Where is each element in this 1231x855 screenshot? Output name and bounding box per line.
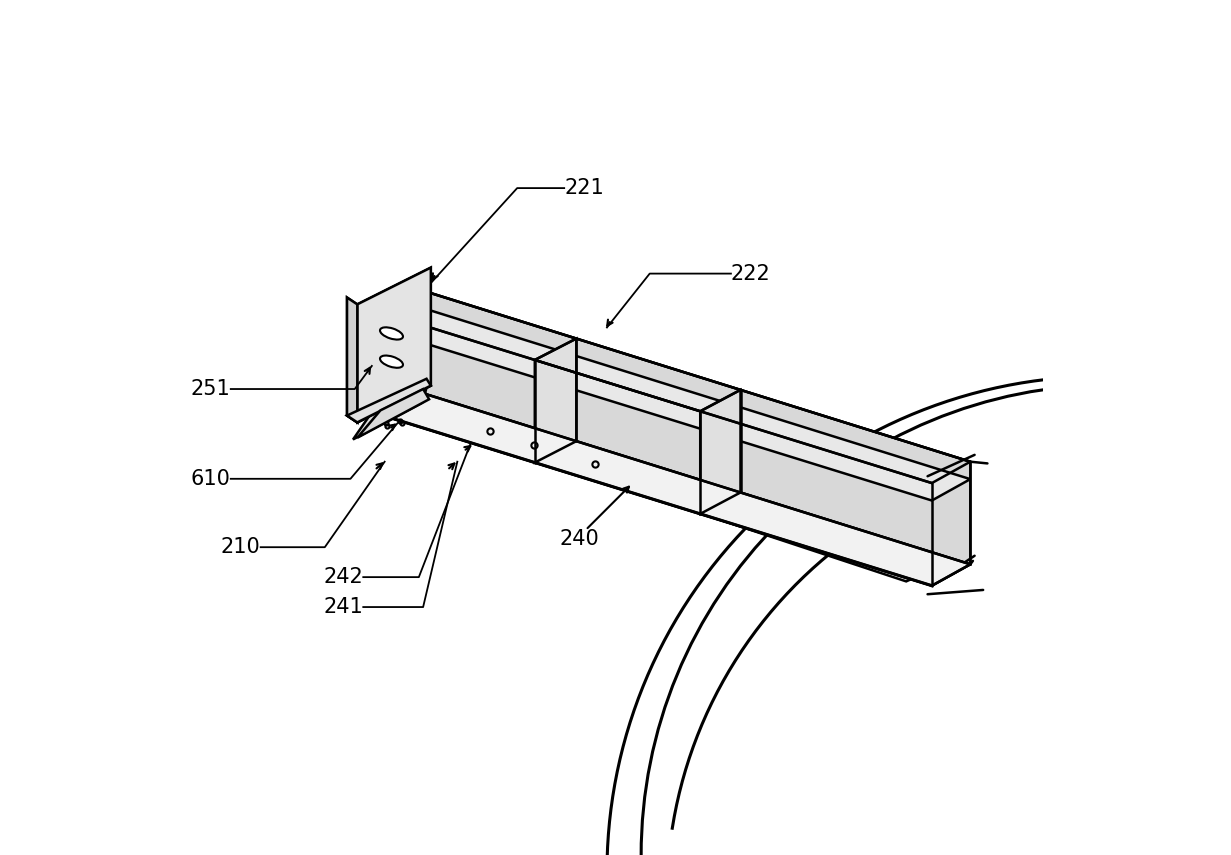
Text: 222: 222 (731, 263, 771, 284)
Polygon shape (423, 291, 970, 564)
Ellipse shape (379, 329, 403, 341)
Ellipse shape (379, 357, 403, 369)
Polygon shape (347, 298, 357, 422)
Polygon shape (380, 393, 970, 586)
Text: 221: 221 (564, 178, 604, 198)
Text: 251: 251 (191, 379, 230, 399)
Polygon shape (380, 308, 970, 500)
Text: 241: 241 (324, 597, 363, 617)
Polygon shape (700, 390, 741, 514)
Text: 242: 242 (324, 567, 363, 587)
Polygon shape (353, 385, 427, 439)
Polygon shape (377, 304, 415, 406)
Text: 210: 210 (220, 537, 261, 557)
Polygon shape (357, 268, 431, 422)
Polygon shape (347, 379, 431, 422)
Polygon shape (357, 389, 430, 438)
Text: 240: 240 (560, 528, 599, 549)
Polygon shape (347, 379, 431, 422)
Ellipse shape (380, 327, 403, 339)
Polygon shape (357, 268, 431, 422)
Polygon shape (377, 389, 944, 581)
Polygon shape (347, 298, 357, 422)
Polygon shape (534, 339, 576, 463)
Ellipse shape (380, 356, 403, 368)
Polygon shape (380, 393, 970, 586)
Text: 610: 610 (191, 469, 230, 489)
Polygon shape (380, 291, 423, 415)
